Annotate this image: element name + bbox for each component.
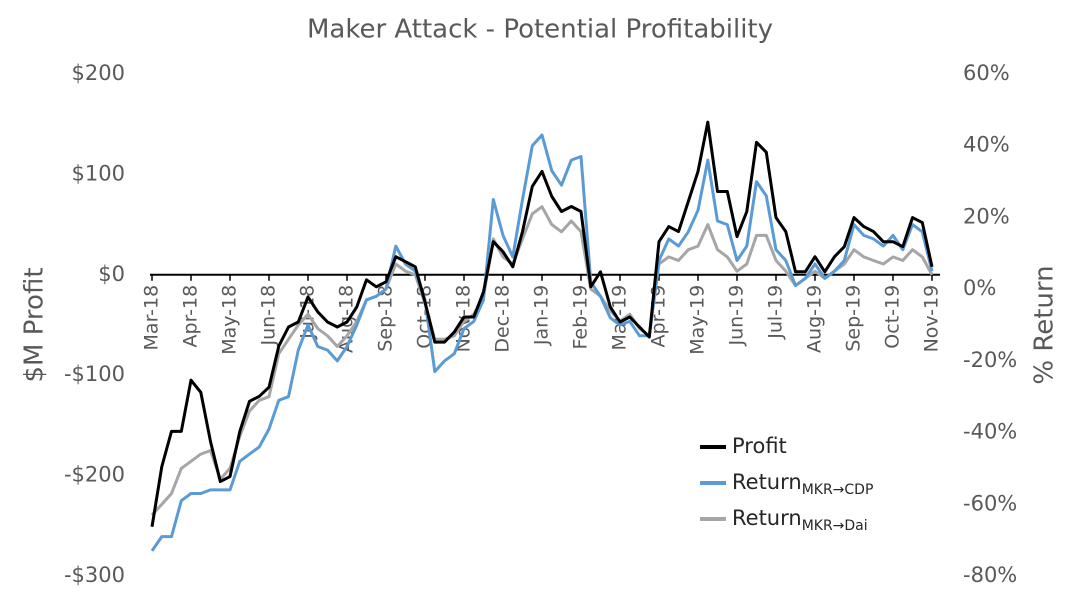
y2-tick-label: -20%	[963, 348, 1017, 372]
x-tick-label: Nov-19	[921, 285, 943, 353]
y2-axis-title: % Return	[1030, 265, 1060, 384]
legend-name: Return	[732, 470, 802, 494]
legend-subscript: MKR→Dai	[802, 518, 868, 534]
x-tick-label: Jul-18	[297, 285, 319, 340]
y2-tick-label: -40%	[963, 420, 1017, 444]
x-tick-label: Oct-19	[882, 285, 904, 349]
y2-tick-label: 0%	[963, 276, 996, 300]
y-tick-label: -$200	[64, 463, 125, 487]
y2-tick-label: 60%	[963, 61, 1010, 85]
x-tick-label: Dec-18	[492, 285, 514, 353]
y2-tick-label: 40%	[963, 133, 1010, 157]
y2-tick-label: -80%	[963, 563, 1017, 587]
legend-name: Return	[732, 506, 802, 530]
x-tick-label: Aug-19	[804, 285, 826, 353]
legend-label: ReturnMKR→CDP	[732, 470, 873, 498]
legend-subscript: MKR→CDP	[802, 482, 874, 498]
y-tick-label: $200	[72, 61, 125, 85]
x-tick-label: May-18	[219, 285, 241, 355]
series-line	[150, 120, 934, 528]
x-tick-label: May-19	[687, 285, 709, 355]
x-tick-label: Mar-18	[141, 285, 163, 351]
y-axis-title: $M Profit	[20, 267, 50, 382]
x-tick-label: Jun-18	[258, 285, 280, 347]
x-tick-label: Sep-18	[375, 285, 397, 352]
x-tick-label: Jan-19	[531, 285, 553, 346]
series-line	[150, 205, 934, 517]
y2-tick-label: 20%	[963, 204, 1010, 228]
chart-title: Maker Attack - Potential Profitability	[307, 15, 773, 45]
y-tick-label: -$300	[64, 563, 125, 587]
x-tick-label: Feb-19	[570, 285, 592, 350]
x-tick-label: Jul-19	[765, 285, 787, 340]
y-tick-label: $100	[72, 161, 125, 185]
x-tick-label: Jun-19	[726, 285, 748, 347]
x-tick-label: Mar-19	[609, 285, 631, 351]
series-line	[150, 133, 934, 552]
legend-name: Profit	[732, 434, 787, 458]
legend-label: ReturnMKR→Dai	[732, 506, 868, 534]
y-tick-label: -$100	[64, 362, 125, 386]
x-tick-label: Apr-18	[180, 285, 202, 348]
legend-label: Profit	[732, 434, 787, 458]
y-tick-label: $0	[98, 262, 125, 286]
y2-tick-label: -60%	[963, 491, 1017, 515]
x-tick-label: Sep-19	[843, 285, 865, 352]
